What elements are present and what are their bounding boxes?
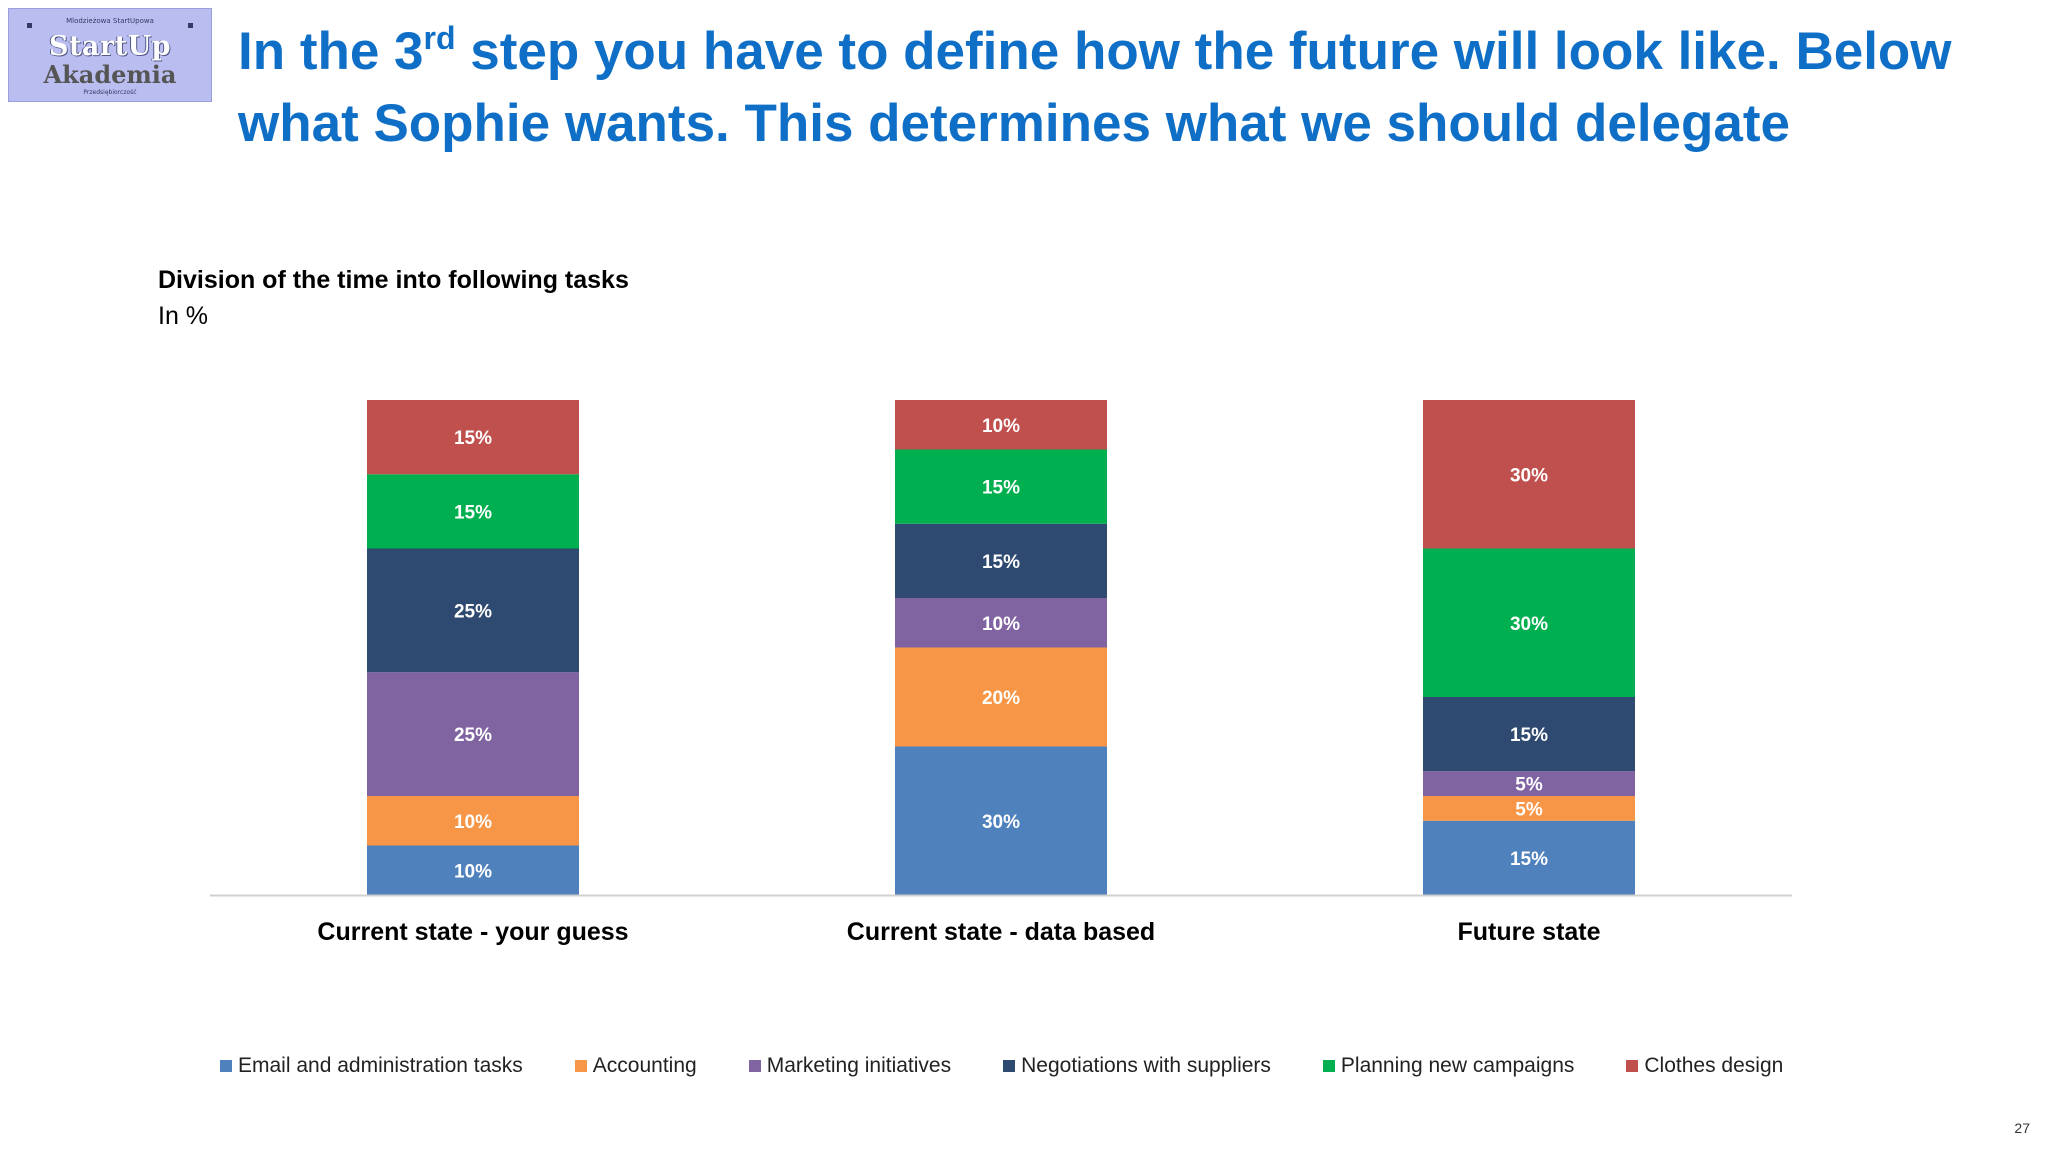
legend-swatch — [1003, 1060, 1016, 1072]
bar-segment — [895, 523, 1107, 598]
bar-segment — [895, 746, 1107, 895]
data-label: 10% — [454, 812, 492, 833]
startup-akademia-logo: Mlodzieżowa StartUpowa StartUp Akademia … — [8, 8, 212, 102]
bar-segment — [367, 400, 579, 475]
chart-subtitle: In % — [158, 302, 209, 330]
bar-segment — [367, 672, 579, 796]
legend-label: Accounting — [592, 1054, 697, 1077]
chart-legend: Email and administration tasks Accounting… — [220, 1052, 1783, 1080]
data-label: 10% — [454, 861, 492, 882]
page-number: 27 — [2014, 1120, 2030, 1136]
data-label: 15% — [982, 478, 1020, 499]
category-label: Current state - your guess — [317, 918, 628, 946]
data-label: 20% — [982, 688, 1020, 709]
legend-label: Marketing initiatives — [766, 1054, 952, 1077]
title-part2: step you have to define how the future w… — [238, 22, 1952, 153]
logo-top-text: Mlodzieżowa StartUpowa — [66, 17, 154, 25]
data-label: 30% — [1510, 614, 1548, 635]
data-label: 15% — [454, 428, 492, 449]
legend-label: Email and administration tasks — [238, 1054, 523, 1077]
data-label: 15% — [1510, 725, 1548, 746]
chart-title: Division of the time into following task… — [158, 266, 629, 294]
bar-segment — [1423, 771, 1635, 796]
data-label: 15% — [454, 502, 492, 523]
bar-segment — [895, 598, 1107, 648]
legend-item: Planning new campaigns — [1322, 1054, 1575, 1078]
data-label: 5% — [1515, 799, 1543, 820]
bar-segment — [1423, 796, 1635, 821]
title-part1: In the 3 — [238, 22, 424, 81]
legend-label: Negotiations with suppliers — [1021, 1054, 1271, 1077]
category-label: Future state — [1457, 918, 1600, 946]
bar-segment — [367, 845, 579, 895]
legend-item: Marketing initiatives — [748, 1054, 952, 1078]
legend-swatch — [1322, 1060, 1335, 1072]
bar-segment — [895, 449, 1107, 524]
bar-segment — [895, 400, 1107, 450]
legend-label: Planning new campaigns — [1340, 1054, 1575, 1077]
data-label: 5% — [1515, 775, 1543, 796]
legend-swatch — [748, 1060, 761, 1072]
bar-segment — [1423, 400, 1635, 549]
logo-dot-left — [27, 23, 32, 28]
legend-label: Clothes design — [1644, 1054, 1784, 1077]
data-label: 25% — [454, 601, 492, 622]
legend-swatch — [220, 1060, 232, 1072]
data-label: 10% — [982, 416, 1020, 437]
stacked-bar-chart: 10% 10% 25% 25% 15% 15% Current state - your g… — [210, 400, 1792, 946]
title-superscript: rd — [423, 20, 456, 56]
data-label: 30% — [982, 812, 1020, 833]
bar-segment — [1423, 820, 1635, 895]
category-label: Current state - data based — [847, 918, 1155, 946]
data-label: 10% — [982, 614, 1020, 635]
data-label: 15% — [1510, 849, 1548, 870]
legend-item: Accounting — [574, 1054, 697, 1078]
logo-dot-right — [188, 23, 193, 28]
legend-item: Negotiations with suppliers — [1003, 1054, 1271, 1078]
bar-segment — [367, 474, 579, 549]
logo-brand-line2: Akademia — [43, 60, 177, 89]
bar-segment — [1423, 548, 1635, 697]
bar-segment — [367, 548, 579, 673]
data-label: 25% — [454, 725, 492, 746]
bar-segment — [895, 647, 1107, 747]
data-label: 15% — [982, 552, 1020, 573]
data-label: 30% — [1510, 465, 1548, 486]
legend-swatch — [574, 1060, 587, 1072]
logo-bottom-text: Przedsiębiorczość — [83, 89, 137, 96]
bar-segment — [1423, 697, 1635, 772]
legend-swatch — [1626, 1060, 1639, 1072]
legend-item: Clothes design — [1626, 1054, 1783, 1078]
slide-title: In the 3rd step you have to define how t… — [238, 16, 1998, 160]
logo-brand-line1: StartUp — [48, 31, 172, 62]
bar-segment — [367, 796, 579, 846]
legend-item: Email and administration tasks — [220, 1054, 523, 1078]
